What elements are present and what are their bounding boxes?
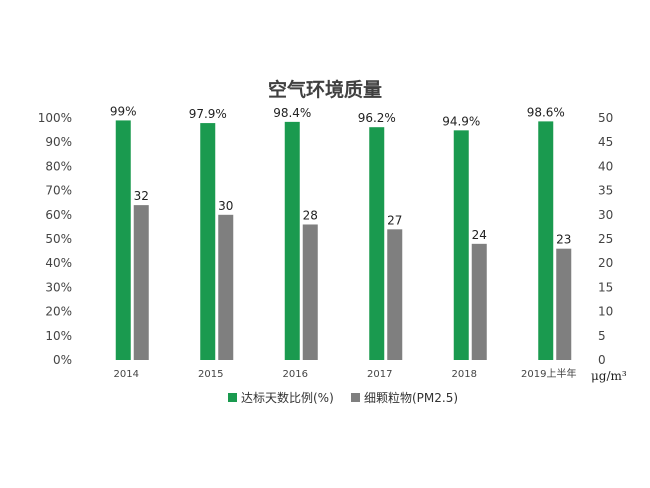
y-left-tick-label: 60%	[45, 208, 72, 222]
legend-label-rate: 达标天数比例(%)	[241, 390, 334, 405]
data-label-pm25: 28	[303, 208, 318, 222]
y-left-tick-label: 10%	[45, 329, 72, 343]
y-left-tick-label: 50%	[45, 232, 72, 246]
data-label-pm25: 27	[387, 213, 402, 227]
plot-area: 99% 32 97.9% 30 98.4% 28 96.2% 27 94.9% 24 98.6% 23	[110, 104, 571, 360]
data-label-rate: 96.2%	[358, 111, 396, 125]
bar-rate	[115, 120, 131, 360]
bar-pm25	[556, 248, 572, 360]
x-tick-label: 2016	[283, 369, 308, 380]
data-label-rate: 94.9%	[442, 114, 480, 128]
y-left-axis: 0% 10% 20% 30% 40% 50% 60% 70% 80% 90% 100%	[38, 111, 72, 367]
y-left-tick-label: 90%	[45, 135, 72, 149]
y-left-tick-label: 30%	[45, 280, 72, 294]
data-label-rate: 99%	[110, 104, 137, 118]
x-tick-label: 2018	[452, 369, 477, 380]
bar-rate	[284, 121, 300, 360]
y-right-tick-label: 15	[598, 280, 613, 294]
x-tick-label: 2015	[198, 369, 223, 380]
legend: 达标天数比例(%) 细颗粒物(PM2.5)	[228, 390, 458, 405]
x-tick-label: 2014	[114, 369, 139, 380]
y-right-tick-label: 25	[598, 232, 613, 246]
bar-rate	[453, 130, 469, 360]
data-label-rate: 97.9%	[189, 107, 227, 121]
bar-pm25	[387, 229, 403, 360]
bar-pm25	[133, 205, 149, 360]
data-label-pm25: 23	[556, 233, 571, 247]
y-right-tick-label: 50	[598, 111, 613, 125]
y-right-tick-label: 10	[598, 305, 613, 319]
data-label-pm25: 30	[218, 199, 233, 213]
y-right-tick-label: 45	[598, 135, 613, 149]
y-left-tick-label: 70%	[45, 184, 72, 198]
legend-label-pm25: 细颗粒物(PM2.5)	[364, 390, 458, 405]
y-right-tick-label: 30	[598, 208, 613, 222]
y-left-tick-label: 20%	[45, 305, 72, 319]
bar-pm25	[218, 214, 234, 360]
y-right-tick-label: 5	[598, 329, 606, 343]
data-label-pm25: 24	[472, 228, 487, 242]
x-tick-label: 2019上半年	[521, 367, 576, 380]
y-right-tick-label: 20	[598, 256, 613, 270]
legend-swatch-pm25	[351, 393, 360, 402]
bar-rate	[200, 123, 216, 360]
bar-pm25	[302, 224, 318, 360]
y-right-tick-label: 35	[598, 184, 613, 198]
bar-rate	[369, 127, 385, 360]
y-right-unit-label: μg/m³	[591, 369, 627, 383]
data-label-pm25: 32	[134, 189, 149, 203]
x-axis: 2014 2015 2016 2017 2018 2019上半年	[114, 367, 577, 380]
y-left-tick-label: 100%	[38, 111, 72, 125]
y-left-tick-label: 40%	[45, 256, 72, 270]
data-label-rate: 98.4%	[273, 106, 311, 120]
y-right-tick-label: 40	[598, 159, 613, 173]
legend-swatch-rate	[228, 393, 237, 402]
y-left-tick-label: 0%	[53, 353, 72, 367]
data-label-rate: 98.6%	[527, 105, 565, 119]
bar-rate	[538, 121, 554, 360]
y-left-tick-label: 80%	[45, 159, 72, 173]
x-tick-label: 2017	[367, 369, 392, 380]
bar-pm25	[471, 243, 487, 360]
chart-title: 空气环境质量	[268, 78, 382, 101]
y-right-axis: 0 5 10 15 20 25 30 35 40 45 50	[598, 111, 613, 367]
y-right-tick-label: 0	[598, 353, 606, 367]
